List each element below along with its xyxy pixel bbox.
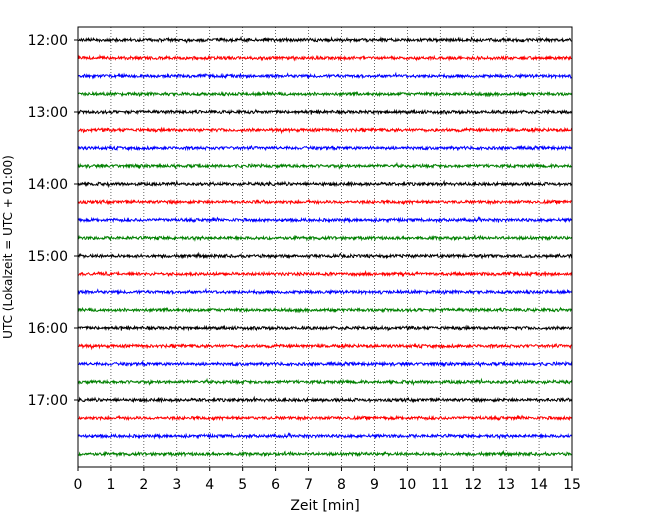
x-tick-label: 4 xyxy=(205,477,214,493)
trace-row-18 xyxy=(77,342,573,351)
trace-row-6 xyxy=(77,126,573,135)
trace-row-14 xyxy=(78,269,573,278)
y-tick-label: 16:00 xyxy=(28,321,68,337)
x-tick-label: 6 xyxy=(271,477,280,493)
x-tick-label: 12 xyxy=(464,477,482,493)
y-tick-label: 12:00 xyxy=(28,33,68,49)
trace-row-8 xyxy=(77,161,573,170)
y-axis-title: UTC (Lokalzeit = UTC + 01:00) xyxy=(1,155,15,339)
trace-row-5 xyxy=(77,108,573,116)
trace-row-3 xyxy=(77,71,573,80)
x-tick-label: 2 xyxy=(139,477,148,493)
x-tick-label: 7 xyxy=(304,477,313,493)
trace-row-16 xyxy=(77,306,573,314)
trace-row-19 xyxy=(77,359,573,368)
x-tick-label: 3 xyxy=(172,477,181,493)
x-tick-label: 0 xyxy=(74,477,83,493)
trace-row-1 xyxy=(77,35,573,44)
y-ticks: 12:00 13:00 14:00 15:00 16:00 17:00 xyxy=(28,33,78,409)
x-tick-label: 10 xyxy=(398,477,416,493)
x-tick-label: 11 xyxy=(431,477,449,493)
x-tick-label: 5 xyxy=(238,477,247,493)
trace-row-2 xyxy=(77,53,573,62)
x-tick-label: 14 xyxy=(530,477,548,493)
y-tick-label: 14:00 xyxy=(28,177,68,193)
trace-row-15 xyxy=(77,287,573,296)
trace-row-10 xyxy=(77,198,573,206)
x-tick-label: 1 xyxy=(106,477,115,493)
y-tick-label: 13:00 xyxy=(28,105,68,121)
x-axis-title: Zeit [min] xyxy=(290,498,359,514)
x-tick-label: 9 xyxy=(370,477,379,493)
trace-row-21 xyxy=(77,395,573,404)
plot-frame xyxy=(77,26,573,468)
trace-row-23 xyxy=(77,432,573,440)
trace-row-17 xyxy=(77,324,573,332)
y-tick-label: 15:00 xyxy=(28,249,68,265)
trace-row-24 xyxy=(77,449,573,458)
gridlines xyxy=(110,27,540,467)
x-ticks: 0 1 2 3 4 5 6 7 8 9 10 11 12 13 14 15 xyxy=(74,467,581,493)
trace-row-11 xyxy=(77,216,573,224)
trace-row-9 xyxy=(77,179,573,189)
traces xyxy=(77,35,573,458)
trace-row-22 xyxy=(77,414,573,422)
x-tick-label: 13 xyxy=(497,477,515,493)
trace-row-12 xyxy=(77,234,573,242)
x-tick-label: 15 xyxy=(563,477,581,493)
y-tick-label: 17:00 xyxy=(28,393,68,409)
trace-row-7 xyxy=(77,144,573,152)
trace-row-20 xyxy=(77,377,573,387)
trace-row-4 xyxy=(77,90,573,98)
x-tick-label: 8 xyxy=(337,477,346,493)
trace-row-13 xyxy=(77,251,573,260)
